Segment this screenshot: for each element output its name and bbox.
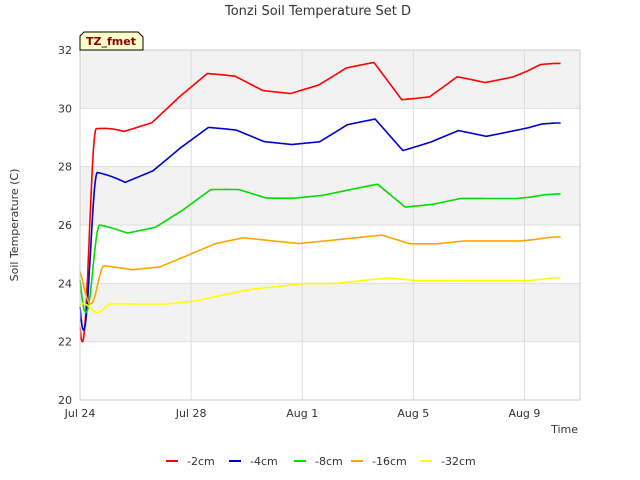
legend-label: -2cm (187, 455, 215, 468)
x-tick-label: Aug 9 (508, 407, 540, 420)
badge-label: TZ_fmet (86, 35, 136, 48)
x-tick-labels: Jul 24 Jul 28 Aug 1 Aug 5 Aug 9 (64, 407, 541, 420)
x-axis-label: Time (550, 423, 578, 436)
y-tick-label: 24 (58, 277, 72, 290)
plot-band (80, 166, 580, 225)
plot-frame (79, 49, 581, 401)
badge: TZ_fmet (79, 31, 144, 51)
chart-title: Tonzi Soil Temperature Set D (224, 4, 411, 19)
x-tick-label: Jul 24 (64, 407, 96, 420)
y-axis-label: Soil Temperature (C) (8, 169, 21, 282)
legend-label: -4cm (250, 455, 278, 468)
series-lines (79, 61, 561, 343)
x-tick-label: Aug 1 (286, 407, 318, 420)
legend-item: -8cm (294, 455, 343, 468)
y-tick-labels: 20 22 24 26 28 30 32 (58, 44, 72, 407)
x-tick-label: Jul 28 (175, 407, 207, 420)
series-line-minus-4cm (79, 118, 561, 331)
legend-item: -16cm (351, 455, 407, 468)
y-tick-label: 32 (58, 44, 72, 57)
y-tick-label: 28 (58, 161, 72, 174)
y-tick-label: 22 (58, 336, 72, 349)
legend-label: -32cm (441, 455, 476, 468)
y-tick-label: 20 (58, 394, 72, 407)
legend-item: -32cm (420, 455, 476, 468)
series-line-minus-8cm (79, 183, 561, 314)
series-line-minus-2cm (79, 61, 561, 343)
badge-shape (79, 31, 144, 51)
legend: -2cm -4cm -8cm -16cm -32cm (166, 455, 476, 468)
legend-label: -8cm (315, 455, 343, 468)
plot-band (80, 50, 580, 109)
x-tick-label: Aug 5 (397, 407, 429, 420)
y-tick-label: 30 (58, 102, 72, 115)
y-tick-label: 26 (58, 219, 72, 232)
axes (79, 49, 581, 401)
series-line-minus-32cm (79, 276, 561, 314)
series-line-minus-16cm (79, 234, 561, 305)
legend-item: -2cm (166, 455, 215, 468)
plot-band (80, 283, 580, 342)
legend-label: -16cm (372, 455, 407, 468)
legend-item: -4cm (229, 455, 278, 468)
